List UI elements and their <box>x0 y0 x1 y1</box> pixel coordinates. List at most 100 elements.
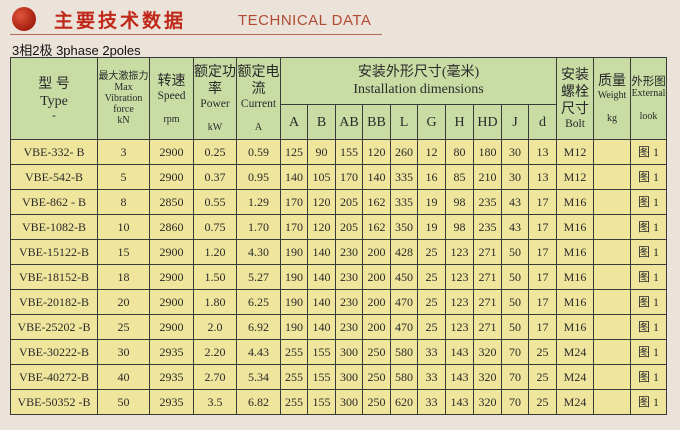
table-row: VBE-30222-B 30 2935 2.20 4.43 255 155 300 250 580… <box>10 339 668 365</box>
table-cell: 17 <box>527 189 558 215</box>
table-cell: 25 <box>417 314 446 340</box>
table-cell: 230 <box>335 314 363 340</box>
table-cell: M16 <box>556 214 595 240</box>
table-cell <box>593 164 632 190</box>
col-dim-l: L <box>390 104 418 140</box>
table-cell: 255 <box>280 364 308 390</box>
table-cell: 260 <box>390 139 418 165</box>
table-cell: 250 <box>362 339 391 365</box>
col-look: 外形图 External look <box>630 57 668 140</box>
col-weight: 质量 Weight kg <box>593 57 632 140</box>
table-cell: 图 1 <box>630 314 668 340</box>
table-cell: M16 <box>556 264 595 290</box>
table-cell: 470 <box>390 314 418 340</box>
table-cell: 70 <box>501 389 529 415</box>
table-cell: 335 <box>390 164 418 190</box>
table-cell: 580 <box>390 339 418 365</box>
table-cell: M24 <box>556 389 595 415</box>
table-cell: 190 <box>280 239 308 265</box>
table-cell: M24 <box>556 339 595 365</box>
table-cell: VBE-40272-B <box>10 364 98 390</box>
table-cell: 2.70 <box>193 364 237 390</box>
table-cell: 19 <box>417 214 446 240</box>
table-cell <box>593 339 632 365</box>
table-cell: 143 <box>445 364 474 390</box>
table-cell: 15 <box>97 239 150 265</box>
table-cell: 6.25 <box>236 289 281 315</box>
table-cell: 2.0 <box>193 314 237 340</box>
col-dim-ab: AB <box>335 104 363 140</box>
col-dim-bb: BB <box>362 104 391 140</box>
table-cell: 90 <box>307 139 336 165</box>
table-cell: 2900 <box>149 264 194 290</box>
table-cell: 80 <box>445 139 474 165</box>
table-cell: 320 <box>473 339 502 365</box>
table-cell: 20 <box>97 289 150 315</box>
table-cell: 2900 <box>149 289 194 315</box>
table-cell: 200 <box>362 239 391 265</box>
table-cell: 180 <box>473 139 502 165</box>
table-cell: 120 <box>362 139 391 165</box>
table-cell <box>593 289 632 315</box>
section-title: 主要技术数据 TECHNICAL DATA <box>10 4 382 35</box>
table-cell: 98 <box>445 189 474 215</box>
table-cell: 43 <box>501 189 529 215</box>
table-cell: 85 <box>445 164 474 190</box>
col-type: 型 号 Type - <box>10 57 98 140</box>
col-dim-a: A <box>280 104 308 140</box>
table-cell: 123 <box>445 239 474 265</box>
bullet-circle-icon <box>12 7 36 31</box>
col-dimensions: 安装外形尺寸(毫米) Installation dimensions <box>279 57 558 105</box>
table-cell: VBE-30222-B <box>10 339 98 365</box>
table-cell: 25 <box>417 239 446 265</box>
table-cell <box>593 239 632 265</box>
table-cell: 123 <box>445 264 474 290</box>
table-cell: 2.20 <box>193 339 237 365</box>
table-cell: 235 <box>473 189 502 215</box>
table-cell: 33 <box>417 339 446 365</box>
table-cell: 17 <box>527 264 558 290</box>
table-cell: 1.70 <box>236 214 281 240</box>
table-cell: 350 <box>390 214 418 240</box>
table-cell: 140 <box>307 314 336 340</box>
table-cell: 图 1 <box>630 389 668 415</box>
table-cell: 450 <box>390 264 418 290</box>
table-cell <box>593 364 632 390</box>
table-cell: 6.92 <box>236 314 281 340</box>
table-cell: 5.27 <box>236 264 281 290</box>
table-row: VBE-332- B 3 2900 0.25 0.59 125 90 155 120 260 12 8… <box>10 139 668 165</box>
table-cell: 50 <box>501 264 529 290</box>
table-cell: M16 <box>556 314 595 340</box>
table-cell: 230 <box>335 239 363 265</box>
table-cell: 300 <box>335 364 363 390</box>
col-dim-b: B <box>307 104 336 140</box>
table-cell: 2900 <box>149 164 194 190</box>
table-cell: 0.55 <box>193 189 237 215</box>
table-cell: 5 <box>97 164 150 190</box>
col-dim-hd: HD <box>473 104 502 140</box>
table-cell: 0.25 <box>193 139 237 165</box>
col-dim-j: J <box>501 104 529 140</box>
table-cell: 155 <box>307 339 336 365</box>
subtitle: 3相2极 3phase 2poles <box>12 43 141 58</box>
table-row: VBE-862 - B 8 2850 0.55 1.29 170 120 205 162 335 1… <box>10 189 668 215</box>
table-cell: 230 <box>335 289 363 315</box>
table-cell: 图 1 <box>630 289 668 315</box>
table-cell: 155 <box>307 364 336 390</box>
table-cell: 2860 <box>149 214 194 240</box>
table-cell: 140 <box>362 164 391 190</box>
table-cell: 320 <box>473 364 502 390</box>
table-row: VBE-50352 -B 50 2935 3.5 6.82 255 155 300 250 620… <box>10 389 668 415</box>
table-cell: 255 <box>280 389 308 415</box>
table-cell: 250 <box>362 364 391 390</box>
table-cell: 25 <box>527 364 558 390</box>
table-cell: 图 1 <box>630 339 668 365</box>
table-cell: 25 <box>417 289 446 315</box>
table-cell: VBE-25202 -B <box>10 314 98 340</box>
table-cell: 70 <box>501 339 529 365</box>
table-cell: 33 <box>417 389 446 415</box>
table-row: VBE-1082-B 10 2860 0.75 1.70 170 120 205 162 350 1… <box>10 214 668 240</box>
table-cell: 271 <box>473 264 502 290</box>
table-cell: 0.59 <box>236 139 281 165</box>
table-cell: 620 <box>390 389 418 415</box>
